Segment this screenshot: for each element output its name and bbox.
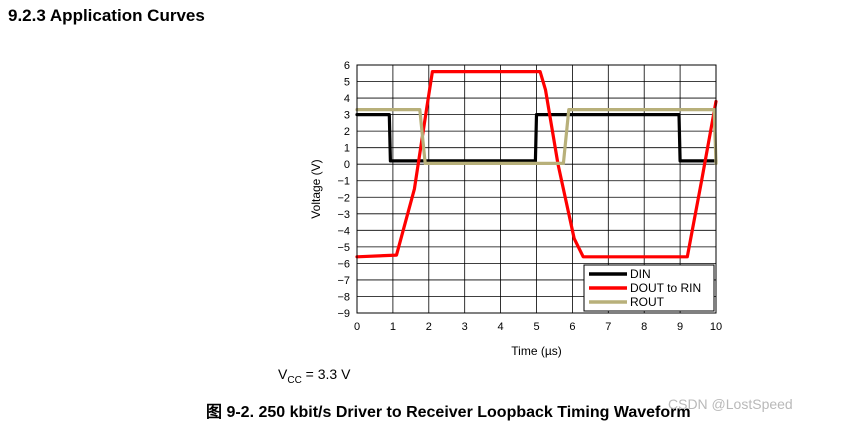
y-axis-label: Voltage (V) (309, 159, 323, 218)
section-heading: 9.2.3 Application Curves (8, 6, 205, 25)
y-tick-label: 3 (344, 110, 350, 122)
y-tick-label: −2 (337, 192, 350, 204)
figure-caption: 图 9-2. 250 kbit/s Driver to Receiver Loo… (206, 404, 691, 421)
legend-label: DOUT to RIN (630, 281, 701, 295)
x-axis-label: Time (µs) (511, 344, 561, 358)
series-line-din (355, 112, 718, 163)
y-tick-label: 5 (344, 77, 350, 89)
series-lines (355, 69, 718, 259)
y-tick-label: −4 (337, 225, 350, 237)
legend-label: ROUT (630, 295, 665, 309)
y-tick-label: −1 (337, 176, 350, 188)
x-tick-label: 7 (605, 321, 611, 333)
x-tick-label: 4 (498, 321, 504, 333)
x-tick-label: 2 (426, 321, 432, 333)
x-tick-label: 3 (462, 321, 468, 333)
vcc-subscript: CC (287, 374, 302, 386)
y-tick-label: −5 (337, 242, 350, 254)
x-tick-label: 8 (641, 321, 647, 333)
y-tick-label: 6 (344, 60, 350, 72)
series-line-rout (355, 107, 718, 165)
y-tick-label: 1 (344, 143, 350, 155)
legend-label: DIN (630, 267, 651, 281)
y-tick-label: −8 (337, 291, 350, 303)
vcc-value: = 3.3 V (301, 366, 351, 382)
x-tick-label: 6 (569, 321, 575, 333)
x-tick-label: 5 (533, 321, 539, 333)
x-tick-label: 10 (710, 321, 722, 333)
watermark: CSDN @LostSpeed (668, 396, 793, 412)
y-tick-label: −3 (337, 209, 350, 221)
vcc-symbol: V (278, 366, 288, 382)
plot-frame (356, 64, 717, 314)
y-tick-label: 2 (344, 126, 350, 138)
y-tick-label: 4 (344, 93, 350, 105)
y-tick-label: −9 (337, 308, 350, 320)
y-tick-label: 0 (344, 159, 350, 171)
vcc-note: VCC = 3.3 V (278, 366, 350, 386)
x-tick-label: 1 (390, 321, 396, 333)
series-line-dout-to-rin (355, 69, 718, 259)
x-tick-label: 9 (677, 321, 683, 333)
y-tick-label: −6 (337, 258, 350, 270)
y-tick-label: −7 (337, 275, 350, 287)
x-tick-label: 0 (354, 321, 360, 333)
